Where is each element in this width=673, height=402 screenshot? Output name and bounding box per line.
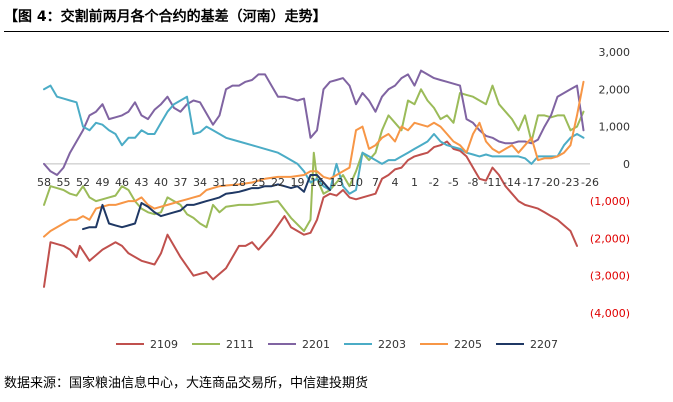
source-note: 数据来源：国家粮油信息中心，大连商品交易所，中信建投期货 bbox=[4, 376, 369, 391]
series-line-2109 bbox=[43, 140, 578, 288]
x-tick-label: -8 bbox=[468, 176, 479, 189]
y-tick-label: (4,000) bbox=[590, 307, 630, 320]
x-tick-label: 22 bbox=[271, 176, 285, 189]
series-line-2201 bbox=[43, 69, 585, 176]
legend-label-2201: 2201 bbox=[302, 338, 330, 351]
series-lines bbox=[43, 69, 585, 288]
x-axis: 58 55 52 49 46 43 40 37 34 31 28 25 22 19 16 13 10 7 4 1 -2-… bbox=[37, 176, 599, 189]
y-tick-label: (2,000) bbox=[590, 232, 630, 245]
x-tick-label: 58 bbox=[37, 176, 51, 189]
x-tick-label: 7 bbox=[372, 176, 379, 189]
y-tick-label: 2,000 bbox=[599, 83, 631, 96]
x-tick-label: -14 bbox=[503, 176, 521, 189]
x-tick-label: 52 bbox=[76, 176, 90, 189]
x-tick-label: 34 bbox=[193, 176, 207, 189]
chart-title: 【图 4：交割前两月各个合约的基差（河南）走势】 bbox=[4, 9, 327, 25]
x-tick-label: -11 bbox=[484, 176, 502, 189]
series-line-2205 bbox=[43, 80, 585, 238]
x-tick-label: 28 bbox=[232, 176, 246, 189]
y-tick-label: 0 bbox=[623, 158, 630, 171]
series-line-2203 bbox=[43, 84, 585, 195]
x-tick-label: 4 bbox=[392, 176, 399, 189]
x-tick-label: -2 bbox=[429, 176, 440, 189]
x-tick-label: 1 bbox=[411, 176, 418, 189]
y-tick-label: 3,000 bbox=[599, 46, 631, 59]
legend: 2109 2111 2201 2203 2205 2207 bbox=[116, 338, 558, 351]
legend-label-2207: 2207 bbox=[530, 338, 558, 351]
title-divider bbox=[4, 31, 669, 32]
y-tick-label: (3,000) bbox=[590, 270, 630, 283]
x-tick-label: 55 bbox=[57, 176, 71, 189]
y-tick-label: (1,000) bbox=[590, 195, 630, 208]
x-tick-label: -5 bbox=[448, 176, 459, 189]
legend-label-2203: 2203 bbox=[378, 338, 406, 351]
legend-label-2109: 2109 bbox=[150, 338, 178, 351]
x-tick-label: 16 bbox=[310, 176, 324, 189]
x-tick-label: 25 bbox=[252, 176, 266, 189]
x-tick-label: 31 bbox=[213, 176, 227, 189]
x-tick-label: -20 bbox=[542, 176, 560, 189]
x-tick-label: 40 bbox=[154, 176, 168, 189]
x-tick-label: -26 bbox=[581, 176, 599, 189]
y-axis: 3,000 2,000 1,000 0 (1,000) (2,000) (3,000) (4,… bbox=[590, 46, 630, 320]
legend-label-2205: 2205 bbox=[454, 338, 482, 351]
legend-label-2111: 2111 bbox=[226, 338, 254, 351]
x-tick-label: 19 bbox=[291, 176, 305, 189]
x-tick-label: 10 bbox=[349, 176, 363, 189]
x-tick-label: 13 bbox=[330, 176, 344, 189]
series-line-2111 bbox=[43, 84, 585, 232]
x-tick-label: 43 bbox=[135, 176, 149, 189]
x-tick-label: 37 bbox=[174, 176, 188, 189]
x-tick-label: -17 bbox=[523, 176, 541, 189]
series-line-2207 bbox=[82, 174, 331, 231]
x-tick-label: -23 bbox=[562, 176, 580, 189]
x-tick-label: 49 bbox=[96, 176, 110, 189]
x-tick-label: 46 bbox=[115, 176, 129, 189]
y-tick-label: 1,000 bbox=[599, 121, 631, 134]
